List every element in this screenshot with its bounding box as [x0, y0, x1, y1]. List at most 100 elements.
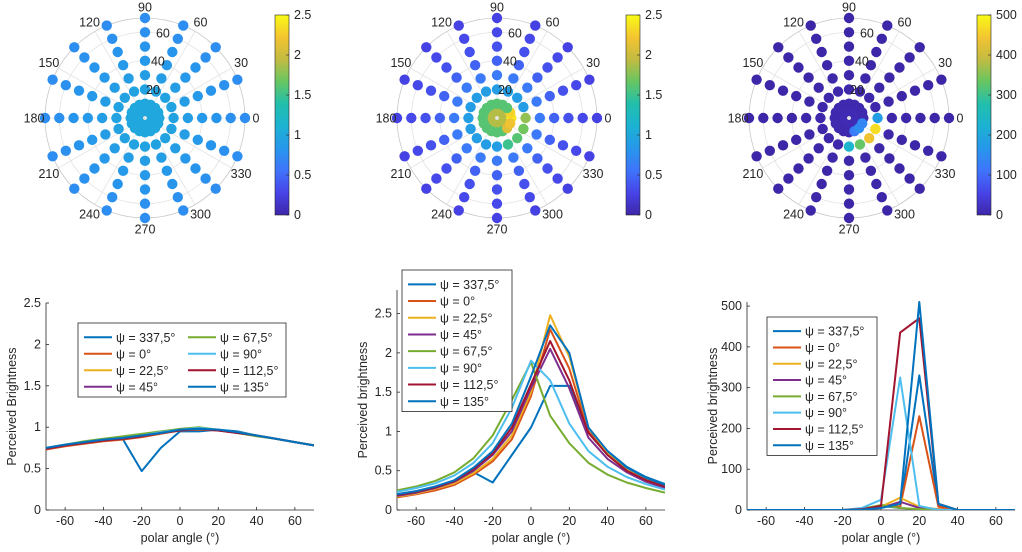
- y-tick-label: 1: [385, 424, 392, 438]
- polar-data-point: [548, 112, 560, 124]
- legend-entry: ψ = 0°: [116, 347, 151, 361]
- x-tick-label: -20: [834, 514, 852, 528]
- polar-angle-label: 210: [38, 167, 59, 181]
- y-tick-label: 0.5: [24, 462, 41, 476]
- polar-data-point: [542, 163, 553, 174]
- polar-data-point: [461, 143, 472, 154]
- polar-plot-2: 0 30 60 90 120 150 180 210 240 270 300 330 20 40 60 0 0.…: [376, 1, 663, 237]
- polar-data-point: [900, 112, 912, 124]
- polar-data-point: [113, 123, 124, 135]
- polar-data-point: [491, 12, 503, 24]
- polar-data-point: [491, 155, 503, 167]
- polar-data-point: [111, 112, 122, 124]
- polar-data-point: [805, 20, 816, 31]
- polar-data-point: [421, 183, 432, 194]
- polar-data-point: [420, 112, 431, 124]
- polar-data-point: [139, 41, 151, 52]
- polar-data-point: [751, 74, 762, 85]
- polar-radius-label: 40: [503, 55, 517, 69]
- polar-data-point: [813, 82, 824, 93]
- line-plot-3: -60 -40 -20 0 20 40 60 0 100 200 300 400 500 polar an…: [706, 299, 1015, 545]
- legend-box: [401, 269, 513, 413]
- polar-data-point: [870, 101, 881, 113]
- polar-data-point: [107, 191, 118, 203]
- polar-data-point: [772, 112, 783, 124]
- polar-data-point: [914, 183, 925, 194]
- polar-angle-label: 180: [376, 112, 397, 126]
- y-tick-label: 0: [34, 503, 41, 517]
- polar-data-point: [786, 112, 798, 124]
- polar-data-point: [200, 173, 211, 184]
- polar-data-point: [464, 46, 475, 58]
- legend-box: [77, 322, 287, 398]
- legend-entry: ψ = 135°: [805, 439, 854, 453]
- polar-data-point: [491, 27, 503, 38]
- polar-data-point: [39, 112, 51, 124]
- y-tick-label: 1.5: [24, 379, 41, 393]
- polar-data-point: [557, 140, 569, 151]
- polar-data-point: [452, 129, 463, 140]
- polar-data-point: [512, 133, 523, 144]
- y-tick-label: 2.5: [375, 307, 392, 321]
- polar-data-point: [491, 41, 503, 52]
- polar-data-point: [399, 151, 410, 162]
- polar-data-point: [156, 73, 167, 84]
- x-tick-label: 0: [528, 514, 535, 528]
- polar-angle-label: 150: [38, 56, 59, 70]
- polar-data-point: [524, 33, 535, 45]
- polar-data-point: [471, 92, 482, 104]
- polar-data-point: [783, 52, 794, 63]
- y-axis-label: Perceived Brightness: [5, 347, 19, 465]
- series-line-8: [46, 427, 314, 449]
- polar-data-point: [89, 163, 100, 174]
- polar-data-point: [192, 90, 203, 102]
- polar-data-point: [139, 198, 151, 209]
- series-line-7: [747, 317, 1015, 510]
- series-line-6: [397, 359, 665, 493]
- polar-data-point: [872, 112, 883, 124]
- polar-data-point: [860, 152, 871, 163]
- polar-data-point: [113, 101, 124, 113]
- line-plot-2: -60 -40 -20 0 20 40 60 0 0.5 1 1.5 2 2.5 polar angle …: [356, 269, 665, 545]
- polar-data-point: [232, 74, 243, 85]
- polar-data-point: [532, 72, 543, 83]
- x-tick-label: -20: [484, 514, 502, 528]
- polar-data-point: [190, 62, 201, 73]
- polar-data-point: [452, 96, 463, 107]
- polar-data-point: [117, 60, 129, 71]
- polar-data-point: [480, 139, 492, 150]
- polar-data-point: [391, 112, 403, 124]
- polar-data-point: [87, 90, 98, 102]
- polar-angle-label: 60: [194, 15, 208, 29]
- polar-data-point: [69, 42, 80, 53]
- polar-data-point: [871, 178, 882, 190]
- polar-data-point: [463, 112, 474, 124]
- polar-data-point: [172, 33, 183, 45]
- polar-data-point: [150, 139, 162, 150]
- polar-angle-label: 0: [253, 112, 260, 126]
- polar-data-point: [876, 191, 887, 203]
- polar-data-point: [519, 46, 530, 58]
- polar-data-point: [909, 140, 921, 151]
- polar-data-point: [570, 80, 582, 91]
- colorbar-tick-label: 500: [996, 8, 1017, 22]
- y-tick-label: 2.5: [24, 296, 41, 310]
- polar-data-point: [758, 112, 769, 124]
- polar-data-point: [512, 92, 523, 104]
- polar-data-point: [210, 183, 221, 194]
- polar-data-point: [99, 72, 110, 83]
- polar-data-point: [557, 85, 569, 96]
- legend-entry: ψ = 337,5°: [440, 278, 499, 292]
- polar-data-point: [803, 72, 814, 83]
- polar-data-point: [239, 112, 251, 124]
- polar-angle-label: 210: [390, 167, 411, 181]
- polar-data-point: [552, 52, 563, 63]
- polar-radius-label: 40: [855, 55, 869, 69]
- legend-entry: ψ = 90°: [805, 406, 847, 420]
- polar-data-point: [406, 112, 417, 124]
- polar-data-point: [816, 178, 827, 190]
- legend-entry: ψ = 0°: [440, 295, 475, 309]
- polar-data-point: [464, 178, 475, 190]
- colorbar-tick-label: 200: [996, 128, 1017, 142]
